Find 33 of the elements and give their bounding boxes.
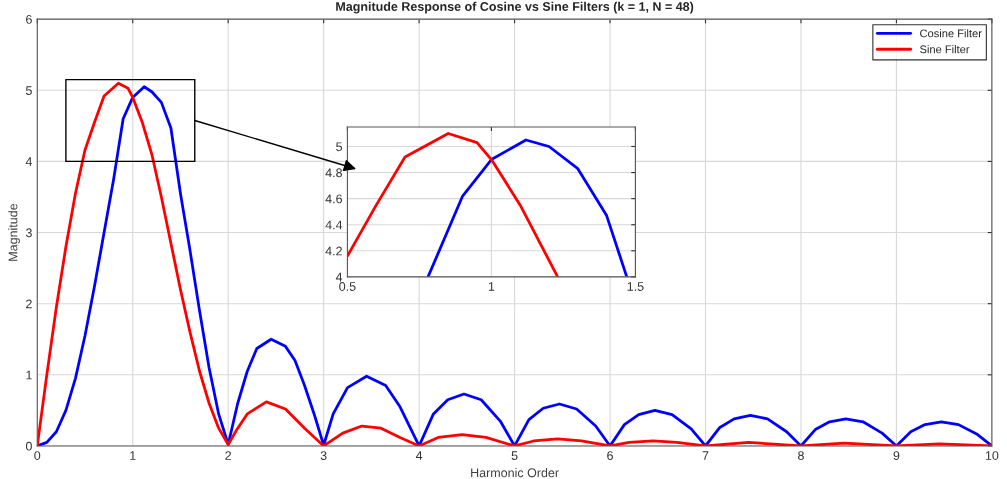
x-tick-label: 1: [130, 451, 136, 460]
x-tick-label: 10: [985, 451, 999, 460]
y-tick-label: 2: [26, 299, 32, 309]
x-tick-label: 7: [702, 451, 709, 460]
y-tick-label: 6: [26, 14, 32, 24]
legend-label: Cosine Filter: [920, 29, 982, 38]
y-tick-label: 1: [26, 370, 32, 380]
x-axis-title: Harmonic Order: [471, 468, 559, 478]
line-series: [347, 132, 560, 277]
x-tick-label: 8: [798, 451, 804, 460]
x-tick-label: 0.5: [339, 282, 356, 291]
x-tick-label: 4: [415, 451, 423, 460]
x-tick-label: 0: [34, 451, 41, 460]
y-tick-label: 5: [25, 86, 32, 95]
y-tick-label: 4: [25, 157, 33, 166]
line-series: [426, 138, 629, 277]
x-tick-label: 1: [488, 282, 495, 291]
y-tick-label: 4: [335, 272, 343, 282]
y-tick-label: 4.2: [325, 246, 342, 256]
y-tick-label: 4.8: [325, 168, 343, 178]
x-tick-label: 1.5: [627, 282, 644, 291]
y-axis-title: Magnitude: [8, 203, 20, 261]
y-tick-label: 0: [25, 441, 32, 451]
x-tick-label: 9: [893, 451, 900, 460]
chart-title: Magnitude Response of Cosine vs Sine Filters (k = 1, N = 48): [336, 1, 694, 14]
y-tick-label: 3: [25, 228, 32, 238]
legend-label: Sine Filter: [920, 45, 970, 54]
x-tick-label: 2: [225, 451, 232, 460]
y-tick-label: 4.6: [325, 194, 343, 204]
y-tick-label: 4.4: [325, 220, 343, 230]
x-tick-label: 6: [607, 451, 613, 460]
y-tick-label: 5: [336, 142, 343, 152]
x-tick-label: 5: [511, 451, 518, 460]
